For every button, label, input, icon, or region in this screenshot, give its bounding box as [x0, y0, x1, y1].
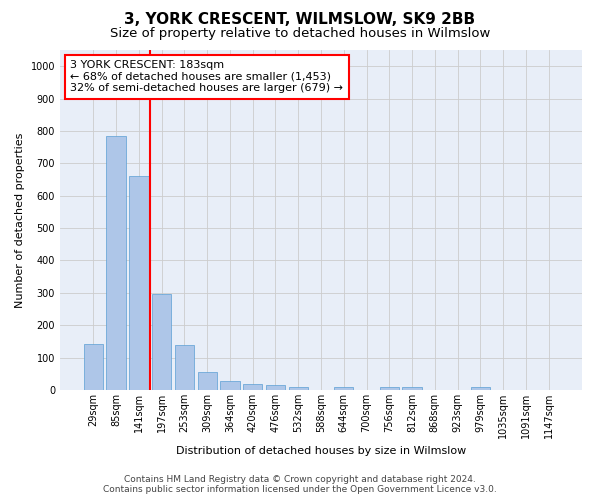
Y-axis label: Number of detached properties: Number of detached properties	[15, 132, 25, 308]
Bar	[84, 344, 103, 390]
Text: Contains HM Land Registry data © Crown copyright and database right 2024.
Contai: Contains HM Land Registry data © Crown c…	[103, 474, 497, 494]
Bar	[334, 387, 353, 390]
Bar	[289, 387, 308, 390]
Bar	[403, 388, 422, 390]
Bar	[197, 372, 217, 390]
Text: Size of property relative to detached houses in Wilmslow: Size of property relative to detached ho…	[110, 28, 490, 40]
Bar	[129, 176, 149, 390]
Text: 3, YORK CRESCENT, WILMSLOW, SK9 2BB: 3, YORK CRESCENT, WILMSLOW, SK9 2BB	[124, 12, 476, 28]
Bar	[243, 384, 262, 390]
Bar	[106, 136, 126, 390]
Bar	[220, 381, 239, 390]
Text: 3 YORK CRESCENT: 183sqm
← 68% of detached houses are smaller (1,453)
32% of semi: 3 YORK CRESCENT: 183sqm ← 68% of detache…	[70, 60, 343, 94]
Bar	[175, 346, 194, 390]
Bar	[266, 385, 285, 390]
Bar	[152, 294, 172, 390]
X-axis label: Distribution of detached houses by size in Wilmslow: Distribution of detached houses by size …	[176, 446, 466, 456]
Bar	[470, 387, 490, 390]
Bar	[380, 387, 399, 390]
